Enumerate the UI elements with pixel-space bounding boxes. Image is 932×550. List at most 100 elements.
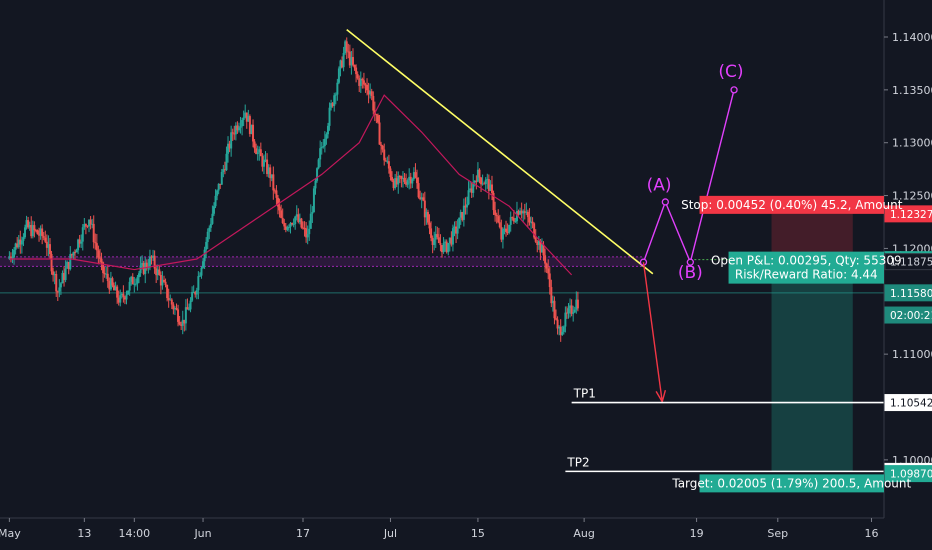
candle-body [255,148,258,155]
candle-body [480,177,483,185]
price-tags: 1.123271.118941.118751.1158002:00:211.10… [884,205,932,483]
time-tick-label: May [0,527,21,540]
candle-body [565,312,568,314]
candle-body [25,220,28,228]
candle-body [20,240,23,245]
candle-body [11,257,14,259]
wave-label: (B) [678,263,703,283]
candle-body [67,262,70,270]
candle-body [117,297,120,303]
candle-body [416,177,419,184]
candle-body [470,188,473,193]
candle-body [356,74,359,79]
candle-body [138,273,141,278]
time-tick-label: 16 [865,527,879,540]
candle-body [375,114,378,116]
candle-body [323,138,326,147]
candle-body [134,283,137,285]
candle-body [495,214,498,217]
candle-body [147,267,150,269]
candle-body [64,268,67,280]
candle-body [316,168,319,181]
candle-body [419,197,422,200]
candle-body [113,285,116,291]
candle-body [200,267,203,276]
candle-body [14,243,17,250]
candle-body [28,225,31,228]
candle-body [56,291,59,293]
candle-body [116,286,119,298]
wave-point-1 [661,198,669,206]
candle-body [483,183,486,185]
candle-body [567,308,570,314]
candle-body [540,244,543,253]
price-tag-label: 1.11580 [890,288,932,300]
time-tick-label: Sep [767,527,788,540]
candle-body [50,254,53,272]
candle-body [545,263,548,269]
candle-body [266,159,269,174]
candle-body [128,281,131,291]
candle-body [500,227,503,240]
candle-body [84,224,87,226]
candle-body [381,145,384,150]
candle-body [241,120,244,127]
candle-body [366,84,369,91]
candle-body [195,290,198,295]
candle-body [161,279,164,286]
candle-body [283,223,286,227]
wave-point-3 [730,86,738,94]
target-label-box [699,474,884,493]
candle-body [417,183,420,198]
candle-body [177,309,180,322]
candle-body [153,255,156,269]
candle-body [9,256,12,258]
candle-body [178,321,181,325]
candle-body [506,231,509,233]
candle-body [459,212,462,218]
candle-body [308,228,311,235]
candle-body [192,291,195,293]
candle-body [337,68,340,83]
candle-body [184,307,187,324]
candle-body [270,174,273,179]
candle-body [27,220,30,228]
candle-body [181,319,184,326]
candle-body [456,228,459,234]
candle-body [405,181,408,185]
candle-body [111,278,114,286]
candle-body [341,60,344,68]
candle-body [472,182,475,193]
candle-body [569,305,572,309]
candle-body [351,57,354,65]
candle-body [131,276,134,285]
candle-body [228,143,231,149]
price-tag-label: 1.10542 [890,398,932,410]
candle-body [522,211,525,214]
candle-body [528,217,531,223]
candle-body [372,95,375,111]
candle-body [398,176,401,178]
candle-body [378,122,381,145]
candle-body [576,299,579,309]
candle-body [423,200,426,218]
candle-body [531,221,534,224]
candle-body [486,179,489,181]
candle-body [400,176,403,179]
candle-body [214,195,217,207]
target-label: TP1 [573,387,596,401]
candle-body [102,262,105,274]
candle-body [401,177,404,179]
candle-body [127,290,130,295]
candle-body [489,184,492,191]
candle-body [369,91,372,95]
candle-body [81,227,84,242]
projection-arrow [642,262,663,402]
candle-body [247,116,250,122]
candle-body [336,82,339,95]
candle-body [331,103,334,106]
candle-body [253,141,256,149]
candle-body [167,298,170,301]
candle-body [53,273,56,276]
